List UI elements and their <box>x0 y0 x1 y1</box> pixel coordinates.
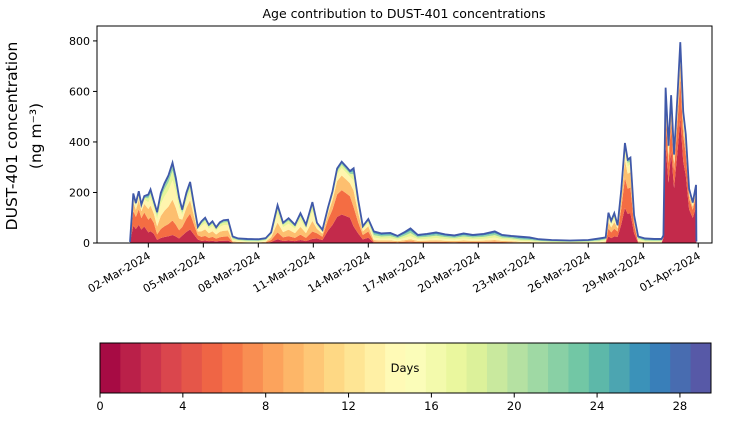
colorbar-tick-label: 28 <box>673 399 688 413</box>
colorbar-cell <box>649 343 671 393</box>
colorbar-cell <box>262 343 284 393</box>
colorbar-cells <box>100 343 712 393</box>
colorbar-cell <box>283 343 305 393</box>
colorbar-label: Days <box>391 361 420 375</box>
age-bin-area-28-30d <box>129 42 697 243</box>
colorbar-cell <box>242 343 264 393</box>
age-bin-area-4-8d <box>129 78 697 243</box>
colorbar-tick-label: 24 <box>590 399 605 413</box>
y-tick-label: 400 <box>69 136 90 149</box>
colorbar-cell <box>222 343 244 393</box>
colorbar-cell <box>140 343 162 393</box>
age-bin-area-24-28d <box>129 44 697 243</box>
colorbar-cell <box>405 343 427 393</box>
colorbar-cell <box>425 343 447 393</box>
colorbar-cell <box>629 343 651 393</box>
colorbar-cell <box>100 343 121 393</box>
y-axis-label-line2: (ng m⁻³) <box>27 103 45 169</box>
stacked-area-series <box>129 42 697 243</box>
colorbar-cell <box>344 343 366 393</box>
colorbar-ticks: 0 4 8 12 16 20 24 28 <box>96 393 687 413</box>
colorbar-cell <box>364 343 386 393</box>
y-tick-label: 600 <box>69 85 90 98</box>
age-bin-area-16-20d <box>129 48 697 243</box>
x-tick-label: 01-Apr-2024 <box>637 249 702 294</box>
colorbar-cell <box>181 343 203 393</box>
y-axis-ticks: 0 200 400 600 800 <box>69 35 97 250</box>
colorbar-tick-label: 20 <box>507 399 522 413</box>
total-concentration-line <box>129 42 698 243</box>
colorbar-cell <box>446 343 468 393</box>
colorbar-cell <box>527 343 549 393</box>
age-bin-area-8-12d <box>129 62 697 243</box>
colorbar-cell <box>120 343 142 393</box>
age-bin-area-20-24d <box>129 46 697 243</box>
colorbar-cell <box>385 343 406 393</box>
colorbar-tick-label: 16 <box>424 399 439 413</box>
age-bin-area-12-16d <box>129 52 697 243</box>
x-axis-ticks: 02-Mar-202405-Mar-202408-Mar-202411-Mar-… <box>86 243 703 296</box>
colorbar-tick-label: 8 <box>262 399 269 413</box>
colorbar-cell <box>303 343 325 393</box>
colorbar-cell <box>548 343 569 393</box>
colorbar-tick-label: 12 <box>341 399 356 413</box>
y-axis-label-line1: DUST-401 concentration <box>3 42 21 231</box>
plot-frame <box>96 25 713 244</box>
colorbar-cell <box>201 343 223 393</box>
colorbar-frame <box>99 342 712 394</box>
colorbar-cell <box>690 343 712 393</box>
colorbar-cell <box>486 343 508 393</box>
colorbar-cell <box>670 343 692 393</box>
y-tick-label: 200 <box>69 186 90 199</box>
colorbar-cell <box>466 343 488 393</box>
colorbar-cell <box>507 343 529 393</box>
colorbar-cell <box>609 343 631 393</box>
colorbar-cell <box>324 343 345 393</box>
chart-title: Age contribution to DUST-401 concentrati… <box>262 6 545 21</box>
y-tick-label: 800 <box>69 35 90 48</box>
colorbar-tick-label: 0 <box>96 399 103 413</box>
colorbar-cell <box>568 343 590 393</box>
x-tick-label: 29-Mar-2024 <box>581 249 648 295</box>
colorbar-cell <box>161 343 182 393</box>
colorbar-cell <box>588 343 610 393</box>
colorbar-tick-label: 4 <box>179 399 186 413</box>
y-tick-label: 0 <box>83 237 90 250</box>
